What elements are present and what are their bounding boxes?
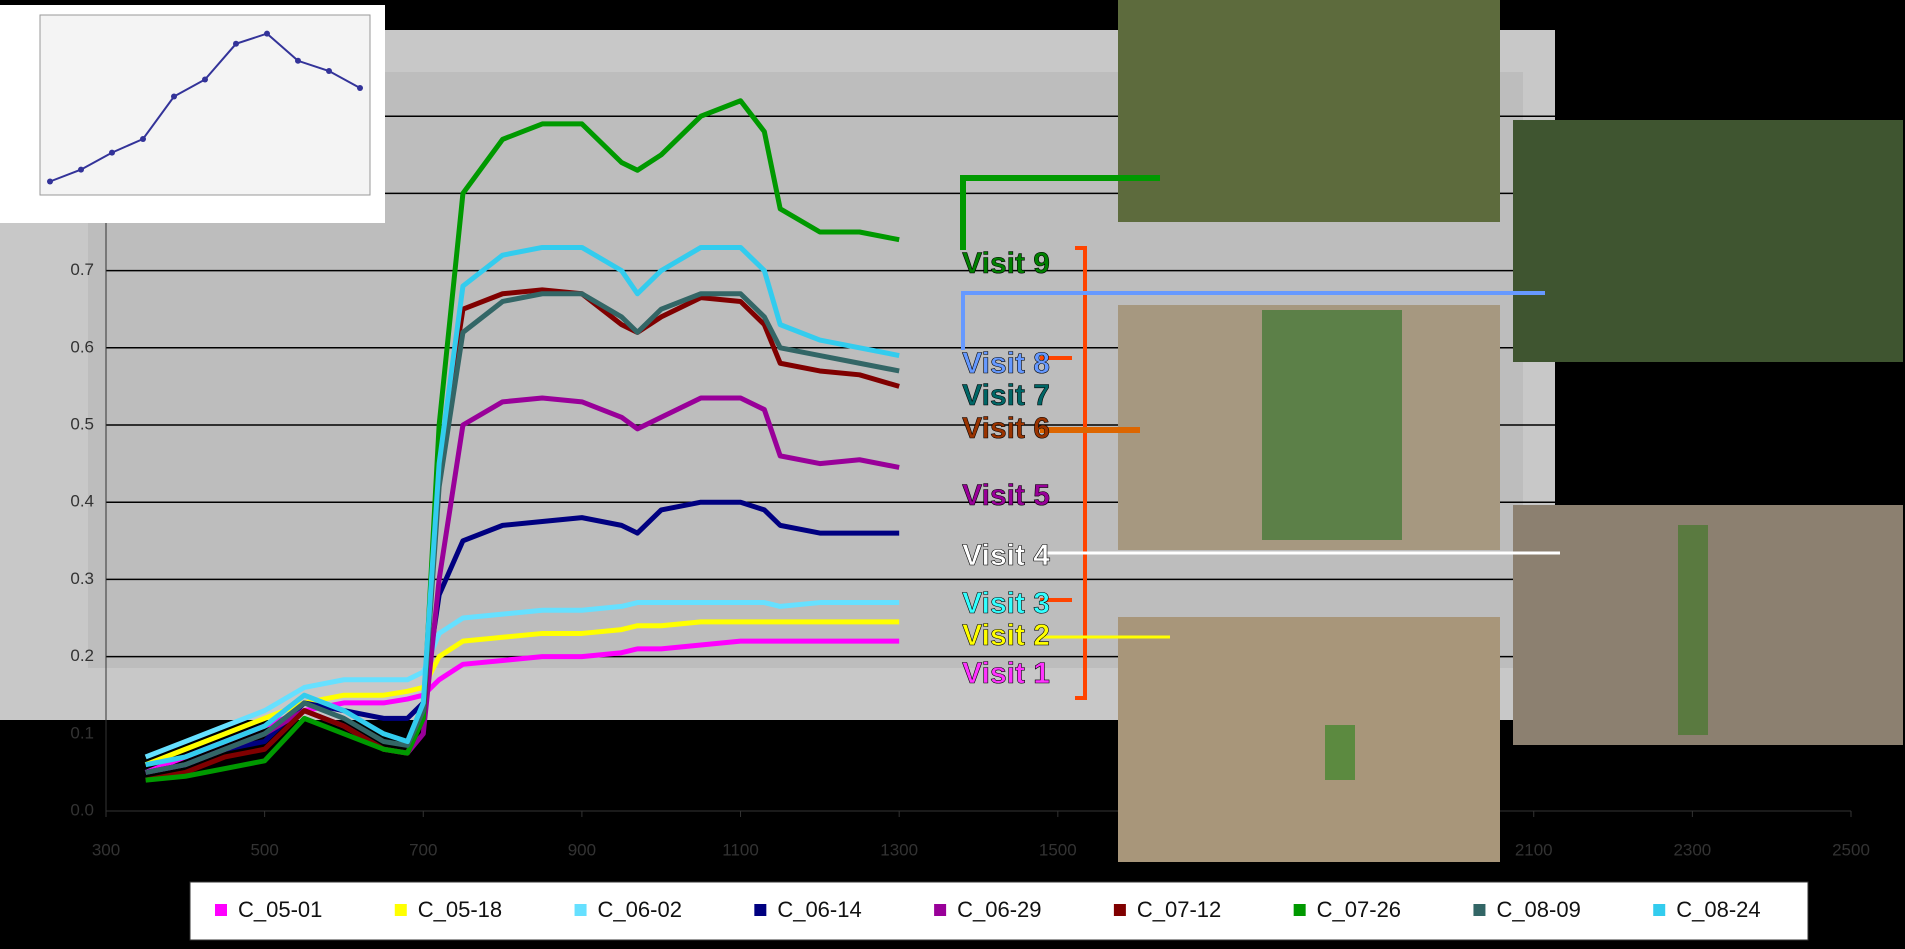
- x-tick-label: 900: [568, 840, 596, 859]
- visit-label: Visit 2: [962, 619, 1050, 652]
- legend-marker: [395, 904, 407, 916]
- legend-label: C_08-24: [1676, 897, 1760, 922]
- x-tick-label: 500: [250, 840, 278, 859]
- chart: 0.00.10.20.30.40.50.60.70.80.93005007009…: [0, 0, 1905, 944]
- visit-label: Visit 5: [962, 479, 1050, 512]
- legend-marker: [934, 904, 946, 916]
- legend-items: C_05-01 C_05-18 C_06-02 C_06-14 C_06-29 C_07-…: [215, 897, 1761, 922]
- y-tick-label: 0.1: [70, 723, 94, 742]
- photo: [1513, 120, 1903, 362]
- photo-plant: [1678, 525, 1708, 735]
- photo: [1118, 617, 1500, 862]
- visit-label: Visit 6: [962, 412, 1050, 445]
- x-tick-label: 1500: [1039, 840, 1077, 859]
- y-tick-label: 0.5: [70, 414, 94, 433]
- x-tick-label: 1300: [880, 840, 918, 859]
- x-tick-label: 2100: [1515, 840, 1553, 859]
- photo-plant: [1262, 310, 1402, 540]
- visit-label: Visit 1: [962, 657, 1050, 690]
- y-tick-label: 0.2: [70, 646, 94, 665]
- x-tick-label: 2500: [1832, 840, 1870, 859]
- y-tick-label: 0.0: [70, 800, 94, 819]
- legend-marker: [575, 904, 587, 916]
- visit-label: Visit 4: [962, 539, 1050, 572]
- legend-label: C_06-14: [777, 897, 861, 922]
- photo-plant: [1325, 725, 1355, 780]
- legend-label: C_08-09: [1496, 897, 1580, 922]
- legend-label: C_07-26: [1317, 897, 1401, 922]
- page: {"chart_data": [ {"type": "line", "x": […: [0, 0, 1905, 944]
- x-tick-label: 2300: [1673, 840, 1711, 859]
- legend-label: C_06-29: [957, 897, 1041, 922]
- x-tick-label: 300: [92, 840, 120, 859]
- legend-marker: [1653, 904, 1665, 916]
- legend-label: C_07-12: [1137, 897, 1221, 922]
- visit-label: Visit 3: [962, 587, 1050, 620]
- legend-label: C_06-02: [598, 897, 682, 922]
- legend-marker: [1114, 904, 1126, 916]
- y-tick-label: 0.7: [70, 260, 94, 279]
- visit-label: Visit 8: [962, 347, 1050, 380]
- visit-label: Visit 9: [962, 247, 1050, 280]
- legend-marker: [1473, 904, 1485, 916]
- y-tick-label: 0.6: [70, 337, 94, 356]
- y-tick-label: 0.4: [70, 492, 94, 511]
- legend-marker: [215, 904, 227, 916]
- inset-plot: [40, 15, 370, 195]
- x-tick-label: 700: [409, 840, 437, 859]
- y-tick-label: 0.3: [70, 569, 94, 588]
- legend-marker: [1294, 904, 1306, 916]
- visit-label: Visit 7: [962, 379, 1050, 412]
- legend-label: C_05-01: [238, 897, 322, 922]
- photo: [1118, 0, 1500, 222]
- legend-marker: [754, 904, 766, 916]
- x-tick-label: 1100: [722, 840, 759, 859]
- legend-label: C_05-18: [418, 897, 502, 922]
